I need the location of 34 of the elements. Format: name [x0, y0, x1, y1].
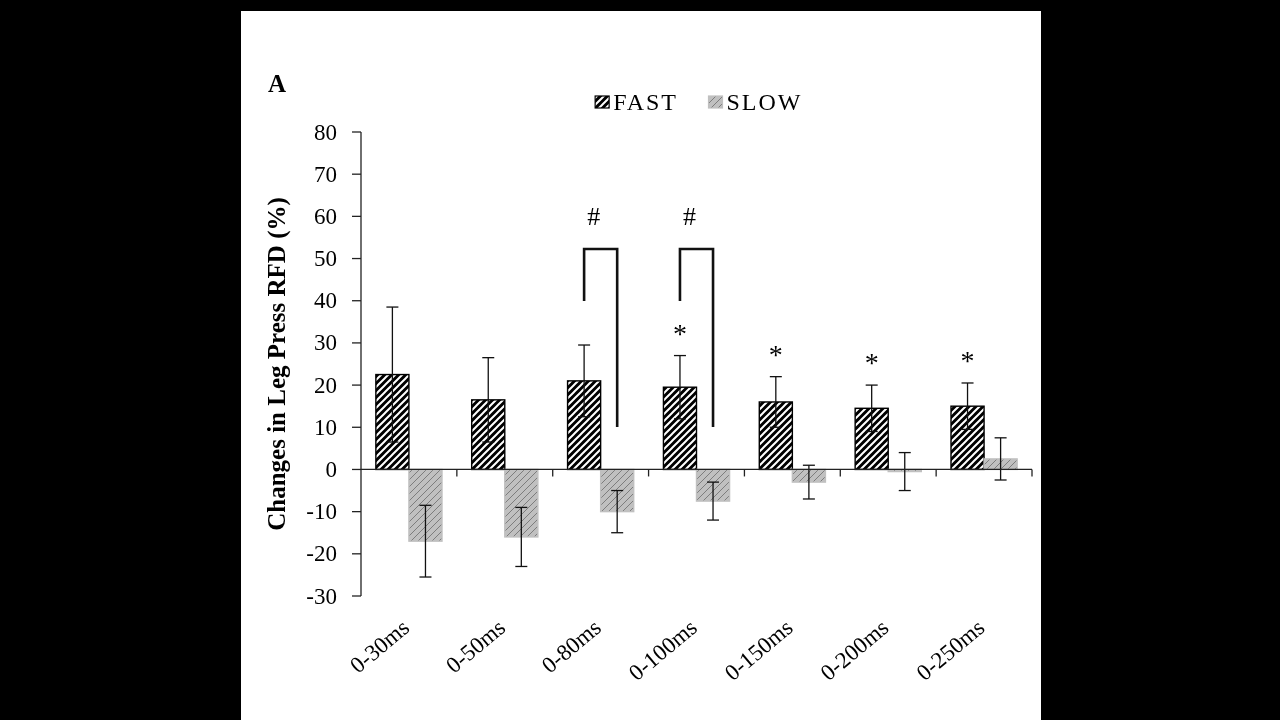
y-tick-label: 10 — [314, 414, 337, 440]
legend-label: SLOW — [726, 89, 803, 115]
annotation: * — [768, 338, 783, 370]
y-tick-label: 70 — [314, 161, 337, 187]
y-tick-label: -20 — [306, 541, 337, 567]
bar — [504, 468, 539, 538]
annotation: * — [960, 344, 975, 376]
bar — [983, 458, 1018, 471]
annotation: * — [672, 317, 687, 349]
bar — [599, 468, 635, 513]
y-axis-title: Changes in Leg Press RFD (%) — [262, 197, 291, 531]
y-tick-label: -30 — [306, 583, 337, 609]
bar — [950, 405, 985, 471]
bar — [471, 399, 506, 471]
bar — [375, 373, 410, 471]
text: A — [268, 70, 287, 97]
y-tick-label: 50 — [314, 246, 337, 272]
bar — [662, 386, 698, 471]
y-tick-label: -10 — [306, 499, 337, 525]
annotation: # — [683, 202, 696, 231]
legend-label: FAST — [613, 89, 679, 115]
bar — [854, 407, 889, 471]
y-tick-label: 30 — [314, 330, 337, 356]
y-tick-label: 40 — [314, 288, 337, 314]
bar — [695, 468, 731, 502]
bar — [566, 380, 602, 471]
y-tick-label: 60 — [314, 203, 337, 229]
bar — [408, 468, 443, 542]
annotation: # — [587, 202, 601, 231]
annotation: * — [864, 347, 879, 379]
y-tick-label: 80 — [314, 119, 337, 145]
y-tick-label: 20 — [314, 372, 337, 398]
bar — [758, 401, 794, 471]
y-tick-label: 0 — [325, 456, 337, 482]
